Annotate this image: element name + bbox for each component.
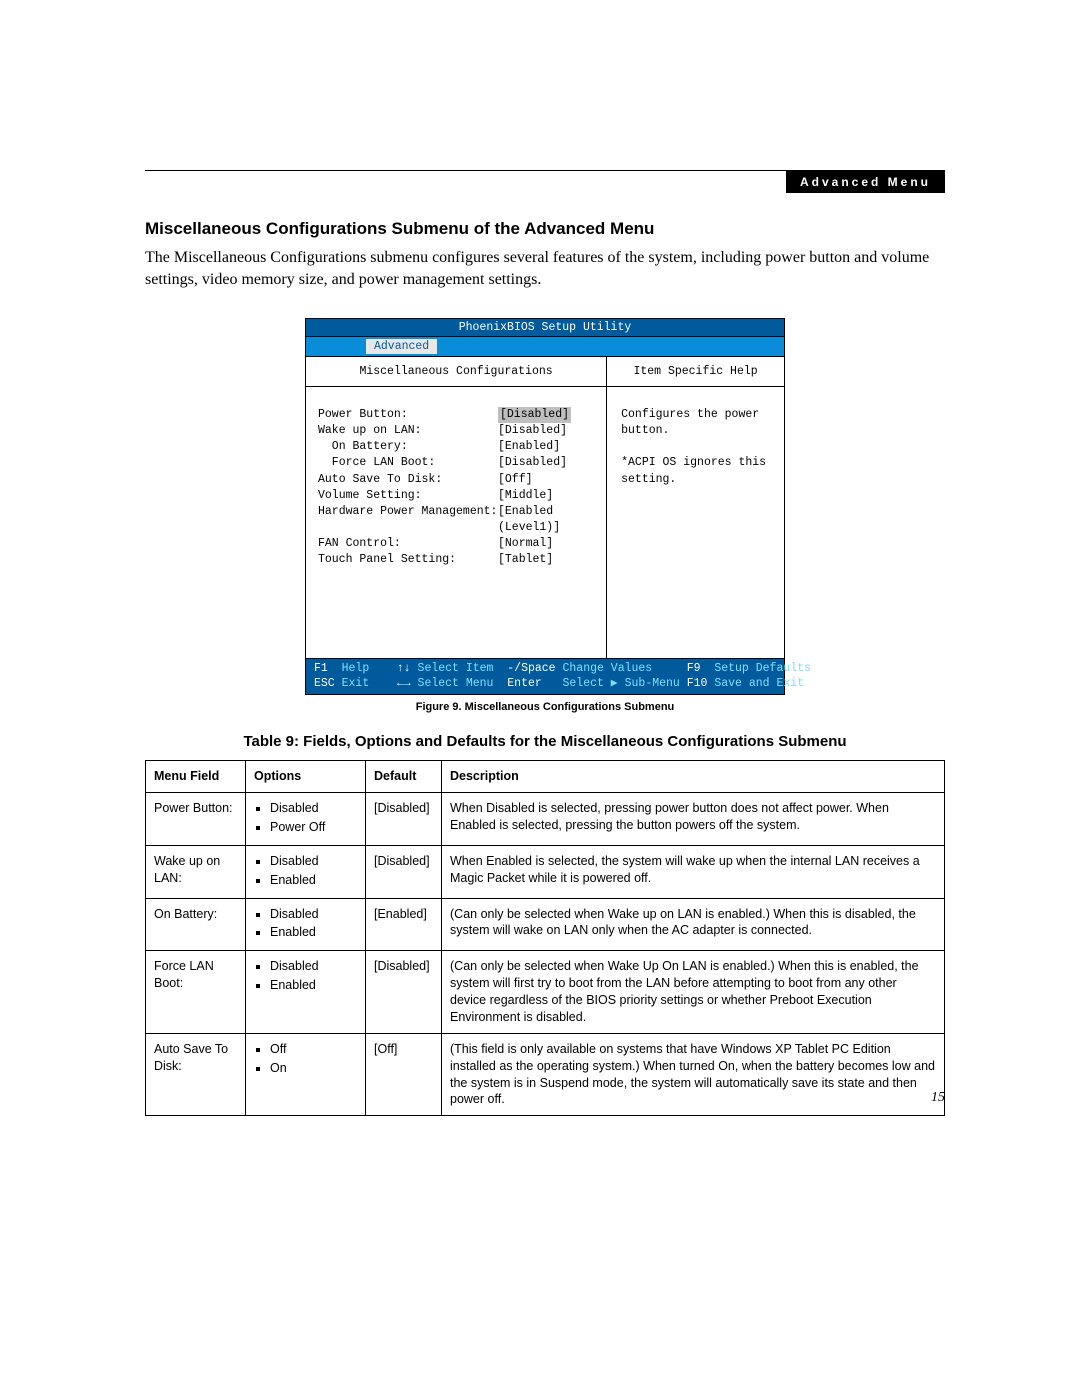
col-menu-field: Menu Field: [146, 761, 246, 793]
bios-help-line: Configures the power: [621, 407, 774, 423]
option-item: Disabled: [270, 906, 357, 923]
bios-item-row[interactable]: FAN Control:[Normal]: [318, 536, 594, 552]
col-options: Options: [246, 761, 366, 793]
bios-item-row[interactable]: Volume Setting:[Middle]: [318, 488, 594, 504]
cell-options: Off On: [246, 1033, 366, 1116]
bios-help: Configures the powerbutton. *ACPI OS ign…: [607, 387, 784, 577]
cell-description: (Can only be selected when Wake up on LA…: [442, 898, 945, 951]
bios-right-header: Item Specific Help: [607, 357, 784, 387]
cell-default: [Enabled]: [366, 898, 442, 951]
section-title: Miscellaneous Configurations Submenu of …: [145, 219, 945, 239]
option-item: Disabled: [270, 958, 357, 975]
cell-default: [Off]: [366, 1033, 442, 1116]
table-row: Wake up on LAN: Disabled Enabled [Disabled]…: [146, 845, 945, 898]
bios-item-value[interactable]: [Enabled]: [498, 439, 594, 455]
bios-item-label: Force LAN Boot:: [318, 455, 498, 471]
bios-window: PhoenixBIOS Setup Utility Advanced Misce…: [305, 318, 785, 695]
bios-body: Miscellaneous Configurations Power Butto…: [306, 357, 784, 658]
bios-item-label: On Battery:: [318, 439, 498, 455]
option-item: Off: [270, 1041, 357, 1058]
config-table: Menu Field Options Default Description P…: [145, 760, 945, 1116]
table-row: Force LAN Boot: Disabled Enabled [Disabled]…: [146, 951, 945, 1034]
chapter-badge: Advanced Menu: [786, 171, 945, 193]
bios-item-row[interactable]: Force LAN Boot:[Disabled]: [318, 455, 594, 471]
bios-left-pane: Miscellaneous Configurations Power Butto…: [306, 357, 607, 658]
bios-help-line: setting.: [621, 472, 774, 488]
option-item: Enabled: [270, 924, 357, 941]
bios-item-value[interactable]: [Tablet]: [498, 552, 594, 568]
bios-item-row[interactable]: Power Button:[Disabled]: [318, 407, 594, 423]
option-item: Enabled: [270, 977, 357, 994]
table-row: On Battery:DisabledEnabled[Enabled](Can …: [146, 898, 945, 951]
cell-menu-field: Wake up on LAN:: [146, 845, 246, 898]
cell-options: Disabled Enabled: [246, 845, 366, 898]
cell-menu-field: On Battery:: [146, 898, 246, 951]
cell-options: Disabled Enabled: [246, 951, 366, 1034]
table-header-row: Menu Field Options Default Description: [146, 761, 945, 793]
bios-item-value[interactable]: [Disabled]: [498, 407, 594, 423]
cell-options: DisabledEnabled: [246, 898, 366, 951]
bios-help-line: *ACPI OS ignores this: [621, 455, 774, 471]
bios-item-row[interactable]: Touch Panel Setting:[Tablet]: [318, 552, 594, 568]
bios-left-header: Miscellaneous Configurations: [306, 357, 606, 387]
bios-item-value[interactable]: [Off]: [498, 472, 594, 488]
cell-description: (This field is only available on systems…: [442, 1033, 945, 1116]
figure-caption: Figure 9. Miscellaneous Configurations S…: [145, 701, 945, 713]
option-item: Disabled: [270, 853, 357, 870]
option-item: Enabled: [270, 872, 357, 889]
option-item: Disabled: [270, 800, 357, 817]
col-default: Default: [366, 761, 442, 793]
bios-item-label: FAN Control:: [318, 536, 498, 552]
bios-item-row[interactable]: Wake up on LAN:[Disabled]: [318, 423, 594, 439]
bios-item-value[interactable]: [Disabled]: [498, 423, 594, 439]
bios-title: PhoenixBIOS Setup Utility: [306, 319, 784, 337]
bios-item-label: Wake up on LAN:: [318, 423, 498, 439]
cell-menu-field: Power Button:: [146, 793, 246, 846]
bios-item-value[interactable]: [Middle]: [498, 488, 594, 504]
cell-description: (Can only be selected when Wake Up On LA…: [442, 951, 945, 1034]
bios-item-label: Power Button:: [318, 407, 498, 423]
cell-description: When Enabled is selected, the system wil…: [442, 845, 945, 898]
top-rule: Advanced Menu: [145, 170, 945, 171]
intro-paragraph: The Miscellaneous Configurations submenu…: [145, 247, 945, 290]
cell-default: [Disabled]: [366, 845, 442, 898]
page-number: 15: [931, 1090, 945, 1106]
table-title: Table 9: Fields, Options and Defaults fo…: [145, 733, 945, 750]
bios-item-row[interactable]: Auto Save To Disk:[Off]: [318, 472, 594, 488]
table-row: Power Button: Disabled Power Off [Disabled]…: [146, 793, 945, 846]
bios-item-value[interactable]: [Normal]: [498, 536, 594, 552]
bios-item-value[interactable]: [Disabled]: [498, 455, 594, 471]
bios-help-line: button.: [621, 423, 774, 439]
bios-right-pane: Item Specific Help Configures the powerb…: [607, 357, 784, 658]
bios-item-label: Hardware Power Management:: [318, 504, 498, 536]
bios-help-line: [621, 439, 774, 455]
cell-default: [Disabled]: [366, 793, 442, 846]
option-item: Power Off: [270, 819, 357, 836]
page-root: Advanced Menu Miscellaneous Configuratio…: [0, 0, 1080, 1176]
bios-item-row[interactable]: Hardware Power Management:[Enabled (Leve…: [318, 504, 594, 536]
bios-item-label: Auto Save To Disk:: [318, 472, 498, 488]
bios-tab-bar: Advanced: [306, 337, 784, 357]
col-description: Description: [442, 761, 945, 793]
option-item: On: [270, 1060, 357, 1077]
cell-description: When Disabled is selected, pressing powe…: [442, 793, 945, 846]
bios-items: Power Button:[Disabled]Wake up on LAN:[D…: [306, 387, 606, 658]
cell-options: Disabled Power Off: [246, 793, 366, 846]
cell-menu-field: Auto Save To Disk:: [146, 1033, 246, 1116]
bios-item-label: Volume Setting:: [318, 488, 498, 504]
bios-item-label: Touch Panel Setting:: [318, 552, 498, 568]
bios-footer: F1 Help ↑↓ Select Item -/Space Change Va…: [306, 658, 784, 694]
bios-item-row[interactable]: On Battery:[Enabled]: [318, 439, 594, 455]
cell-menu-field: Force LAN Boot:: [146, 951, 246, 1034]
bios-item-value[interactable]: [Enabled (Level1)]: [498, 504, 594, 536]
table-row: Auto Save To Disk: Off On [Off](This field …: [146, 1033, 945, 1116]
bios-tab-advanced[interactable]: Advanced: [366, 339, 437, 354]
cell-default: [Disabled]: [366, 951, 442, 1034]
